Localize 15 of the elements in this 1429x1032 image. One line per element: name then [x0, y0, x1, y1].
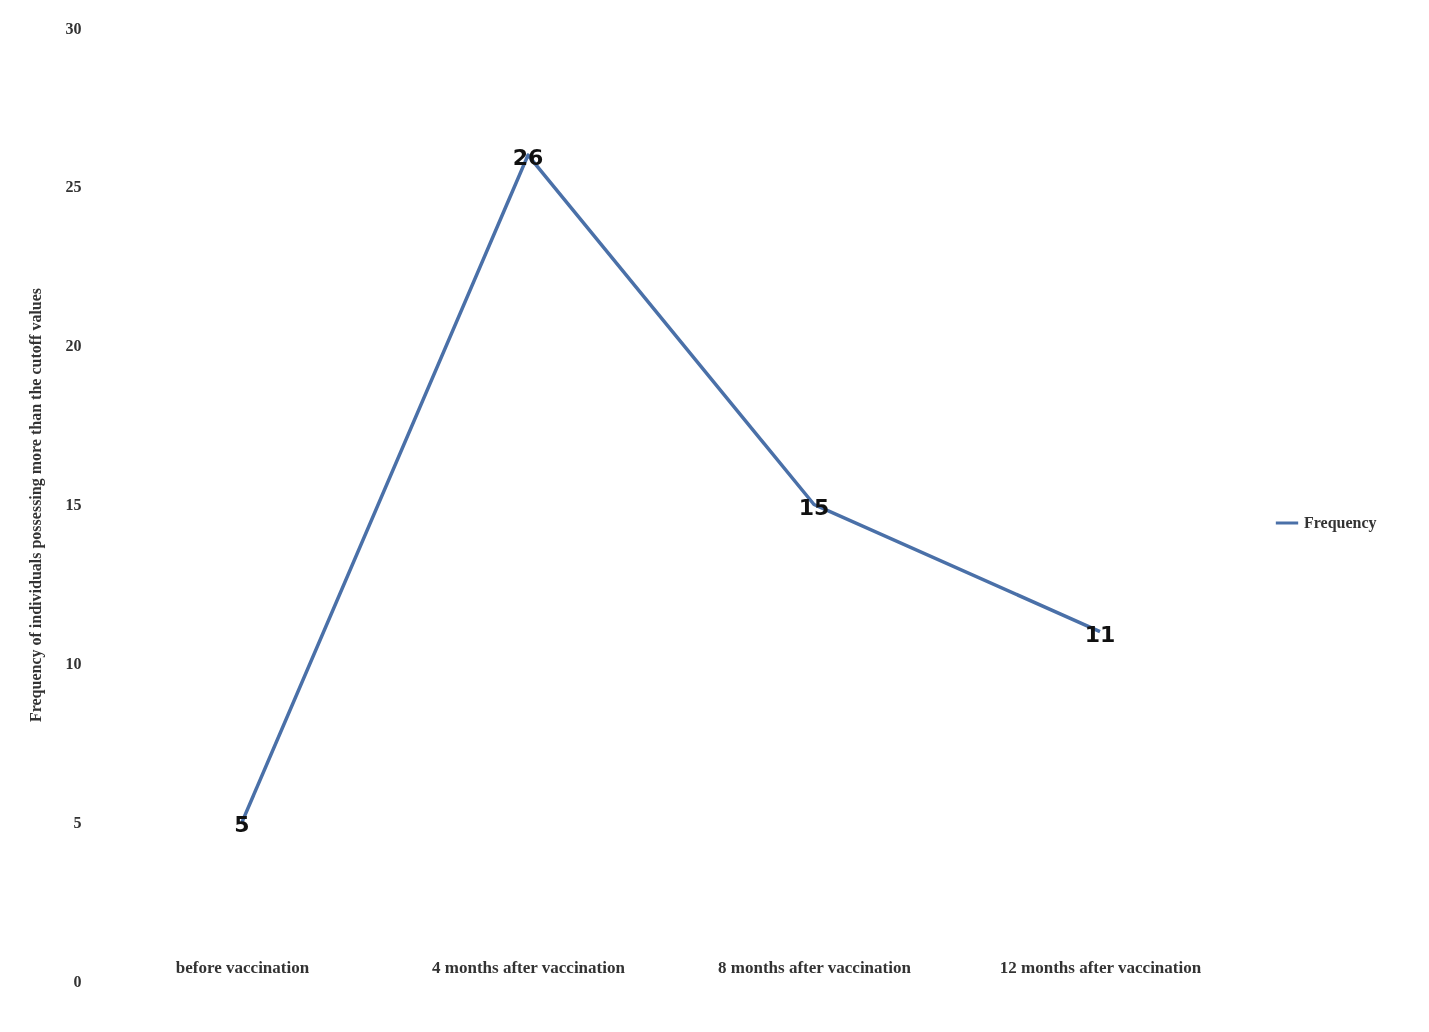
y-tick-label: 15 — [65, 496, 82, 513]
data-label: 11 — [1084, 621, 1116, 647]
y-tick-label: 0 — [73, 972, 82, 990]
y-tick-label: 5 — [73, 813, 82, 831]
y-tick-label: 20 — [65, 337, 82, 355]
y-tick-label: 30 — [65, 19, 82, 37]
y-tick-label: 25 — [65, 178, 82, 196]
legend-label: Frequency — [1304, 514, 1377, 532]
x-tick-label: before vaccination — [175, 957, 310, 977]
y-tick-label: 10 — [65, 654, 82, 672]
data-label: 5 — [234, 812, 250, 838]
x-tick-label: 8 months after vaccination — [718, 957, 912, 977]
x-tick-label: 4 months after vaccination — [432, 957, 626, 977]
x-tick-label: 12 months after vaccination — [999, 957, 1202, 977]
y-axis-title: Frequency of individuals possessing more than the cutoff values — [26, 287, 45, 723]
